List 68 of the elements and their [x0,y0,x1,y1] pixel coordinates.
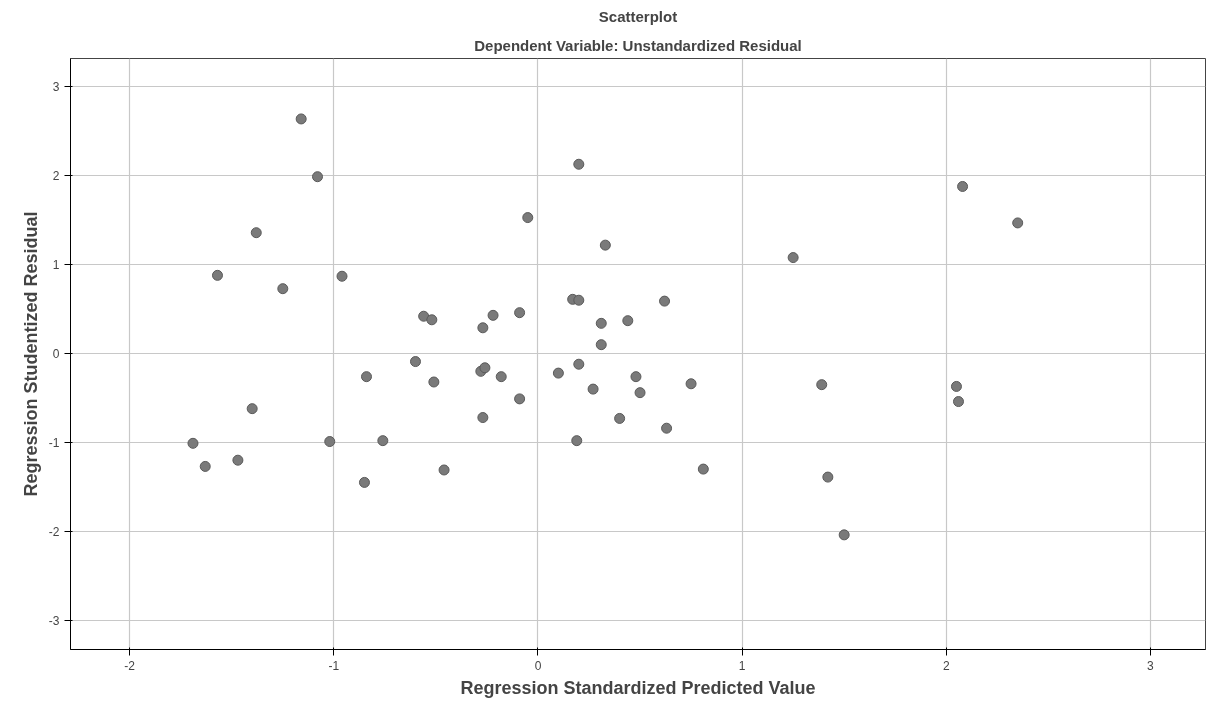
point [477,322,489,334]
point [495,371,507,383]
point [595,317,607,329]
point [685,378,697,390]
point [950,380,962,392]
point [661,422,673,434]
point [187,437,199,449]
point [295,113,307,125]
point [595,339,607,351]
point [361,371,372,383]
point [312,171,324,183]
x-tick-label: 3 [1147,658,1155,673]
point [952,396,964,408]
x-tick-label: 1 [738,658,746,673]
y-axis-title: Regression Studentized Residual [20,211,41,497]
point [522,212,534,224]
point [324,436,336,448]
x-tick-label: 2 [942,658,950,673]
point [211,269,223,281]
x-tick-label: -2 [124,658,136,673]
point [487,309,499,321]
point [377,435,389,447]
point [614,412,626,424]
point [552,367,564,379]
y-tick-label: -1 [48,435,60,450]
point [1012,217,1024,229]
point [277,283,289,295]
x-tick-label: 0 [534,658,542,673]
point [822,471,834,483]
point [336,270,348,282]
y-tick-label: 1 [52,258,60,273]
point [438,464,450,476]
point [957,180,969,192]
point [514,307,526,319]
point [246,403,258,415]
chart-subtitle: Dependent Variable: Unstandardized Residual [474,36,802,54]
point [426,314,438,326]
y-tick-label: 0 [52,347,60,362]
point [514,393,526,405]
chart-title: Scatterplot [598,7,678,25]
y-tick-label: -3 [48,613,60,628]
point [787,252,799,264]
point [816,379,828,391]
point [409,356,421,368]
point [232,454,244,466]
x-tick-label: -1 [328,658,340,673]
point [250,227,262,239]
y-tick-label: -2 [48,524,60,539]
point [479,362,491,374]
point [697,463,709,475]
point [358,476,370,488]
point [622,315,634,327]
point [573,358,585,370]
x-axis-title: Regression Standardized Predicted Value [460,677,816,698]
point [659,295,671,307]
y-tick-label: 2 [52,169,60,184]
point [573,294,585,306]
point [571,435,583,447]
point [838,529,850,541]
point [630,371,642,383]
point [599,239,611,251]
point [634,387,646,399]
point [199,460,211,472]
point [573,158,585,170]
point [477,412,489,424]
point [428,376,440,388]
point [587,383,599,395]
y-tick-label: 3 [52,80,60,95]
